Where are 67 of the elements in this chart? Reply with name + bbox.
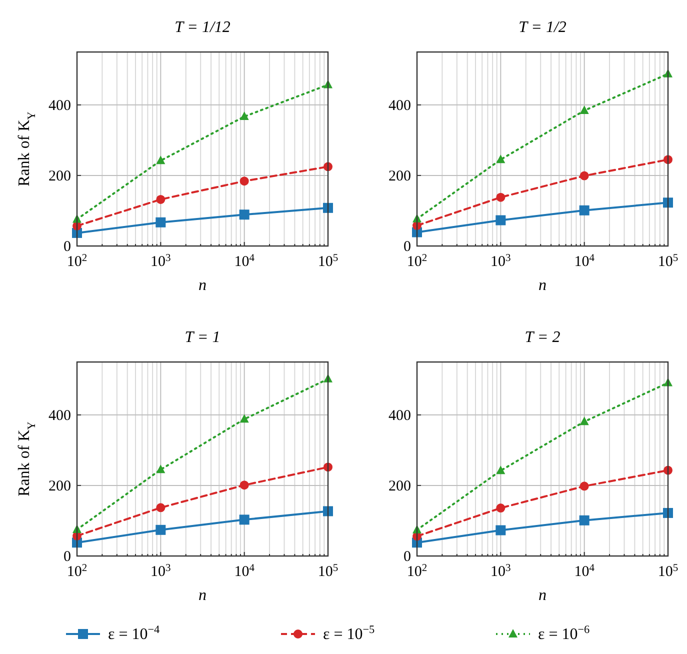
point	[156, 464, 166, 474]
point	[496, 466, 506, 474]
point	[240, 414, 249, 423]
x-tick-label: 10$^{4}$	[574, 562, 596, 580]
point	[239, 210, 250, 220]
x-tick-label: 10$^{2}$	[406, 252, 428, 270]
x-tick-label: 10$^{2}$	[406, 562, 428, 580]
point	[239, 514, 250, 525]
legend-label: ε = 10$^{−6}$	[538, 624, 590, 643]
y-tick-label: 0	[404, 239, 411, 255]
x-tick-label: 10$^{2}$	[66, 562, 88, 580]
point	[580, 171, 589, 180]
point	[496, 525, 506, 536]
y-tick-label: 200	[388, 478, 411, 494]
y-tick-label: 400	[48, 98, 71, 114]
point	[496, 215, 506, 226]
y-tick-label: 200	[48, 168, 71, 184]
x-axis-title: n	[538, 277, 546, 294]
point	[156, 503, 166, 512]
chart-title: T = 1/12	[174, 19, 230, 36]
x-axis-title: n	[538, 587, 546, 604]
y-tick-label: 200	[48, 478, 71, 494]
point	[580, 416, 589, 426]
y-tick-label: 0	[64, 239, 71, 255]
x-tick-label: 10$^{5}$	[658, 252, 678, 270]
x-tick-label: 10$^{3}$	[490, 252, 511, 270]
x-tick-label: 10$^{3}$	[150, 562, 171, 580]
y-tick-label: 400	[388, 408, 411, 424]
y-tick-label: 0	[404, 549, 411, 565]
point	[580, 106, 589, 114]
point	[496, 192, 506, 202]
point	[156, 156, 166, 164]
x-axis-title: n	[198, 587, 206, 604]
chart-title: T = 1	[184, 329, 220, 346]
x-tick-label: 10$^{5}$	[658, 562, 678, 580]
point	[240, 176, 249, 186]
y-tick-label: 0	[64, 549, 71, 565]
x-tick-label: 10$^{3}$	[150, 252, 171, 270]
point	[323, 202, 333, 213]
x-tick-label: 10$^{5}$	[318, 562, 338, 580]
x-tick-label: 10$^{2}$	[66, 252, 88, 270]
point	[663, 508, 673, 518]
point	[156, 217, 166, 228]
point	[240, 112, 249, 120]
y-tick-label: 400	[48, 408, 71, 424]
y-tick-label: 400	[388, 98, 411, 114]
point	[156, 194, 166, 204]
x-tick-label: 10$^{4}$	[574, 252, 596, 270]
x-tick-label: 10$^{3}$	[490, 562, 511, 580]
y-tick-label: 200	[388, 168, 411, 184]
point	[579, 515, 590, 526]
x-tick-label: 10$^{4}$	[234, 562, 256, 580]
x-axis-title: n	[198, 277, 206, 294]
point	[496, 154, 506, 164]
chart-title: T = 2	[524, 329, 560, 346]
chart-title: T = 1/2	[518, 19, 566, 36]
point	[240, 480, 249, 490]
x-tick-label: 10$^{4}$	[234, 252, 256, 270]
x-tick-label: 10$^{5}$	[318, 252, 338, 270]
point	[323, 506, 333, 516]
point	[496, 504, 506, 513]
point	[580, 482, 589, 491]
point	[579, 205, 590, 216]
point	[663, 198, 673, 208]
point	[156, 524, 166, 535]
legend-label: ε = 10$^{−4}$	[108, 624, 160, 643]
legend-label: ε = 10$^{−5}$	[323, 624, 376, 643]
